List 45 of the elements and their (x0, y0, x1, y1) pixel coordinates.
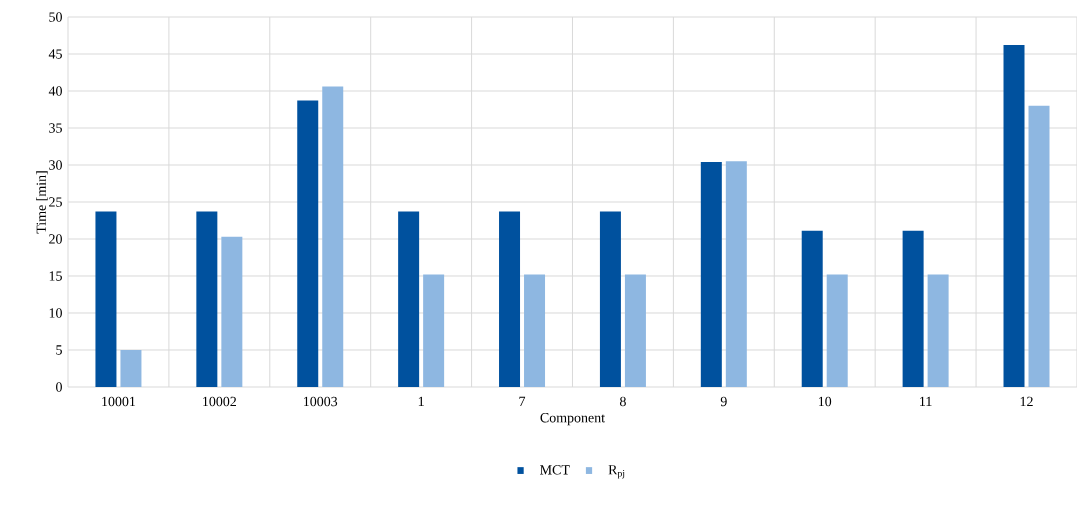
x-tick-label: 8 (619, 396, 626, 407)
bar (1003, 45, 1025, 387)
bar (95, 211, 117, 387)
bar (423, 274, 445, 387)
bar (398, 211, 420, 387)
x-tick-label: 12 (1020, 396, 1033, 407)
x-tick-label: 9 (720, 396, 727, 407)
x-tick-label: 10001 (102, 396, 136, 407)
x-tick-label: 11 (920, 396, 932, 406)
bar (1028, 105, 1050, 387)
legend-label: R$_{pj}$ (608, 465, 625, 479)
y-tick-label: 0 (56, 382, 62, 392)
bar (499, 211, 521, 387)
bar (120, 350, 142, 387)
bar (801, 230, 823, 387)
bar (221, 236, 243, 387)
bar (624, 274, 646, 387)
x-tick-label: 10002 (203, 396, 237, 407)
y-tick-label: 20 (49, 234, 62, 244)
x-axis-title: Component (540, 413, 605, 426)
y-tick-label: 5 (56, 345, 62, 355)
bar (196, 211, 218, 387)
bar (826, 274, 848, 387)
bar (599, 211, 621, 387)
y-tick-label: 25 (49, 197, 62, 207)
x-tick-label: 7 (519, 396, 526, 406)
legend-label: MCT (540, 465, 570, 475)
y-tick-label: 10 (49, 308, 62, 318)
y-tick-label: 30 (49, 160, 62, 170)
y-tick-label: 15 (49, 271, 62, 281)
y-tick-label: 35 (49, 123, 62, 133)
bar (927, 274, 949, 387)
bar (322, 86, 344, 387)
y-axis-title: Time [min] (36, 171, 48, 234)
x-tick-label: 10 (818, 396, 832, 407)
bar (524, 274, 546, 387)
y-tick-label: 40 (48, 86, 62, 96)
bar (902, 230, 924, 387)
x-tick-label: 10003 (304, 396, 338, 407)
bar (700, 162, 722, 387)
x-tick-label: 1 (418, 396, 424, 406)
bar (725, 161, 747, 387)
bar (297, 100, 319, 387)
y-tick-label: 45 (48, 49, 62, 59)
y-tick-label: 50 (49, 12, 62, 22)
